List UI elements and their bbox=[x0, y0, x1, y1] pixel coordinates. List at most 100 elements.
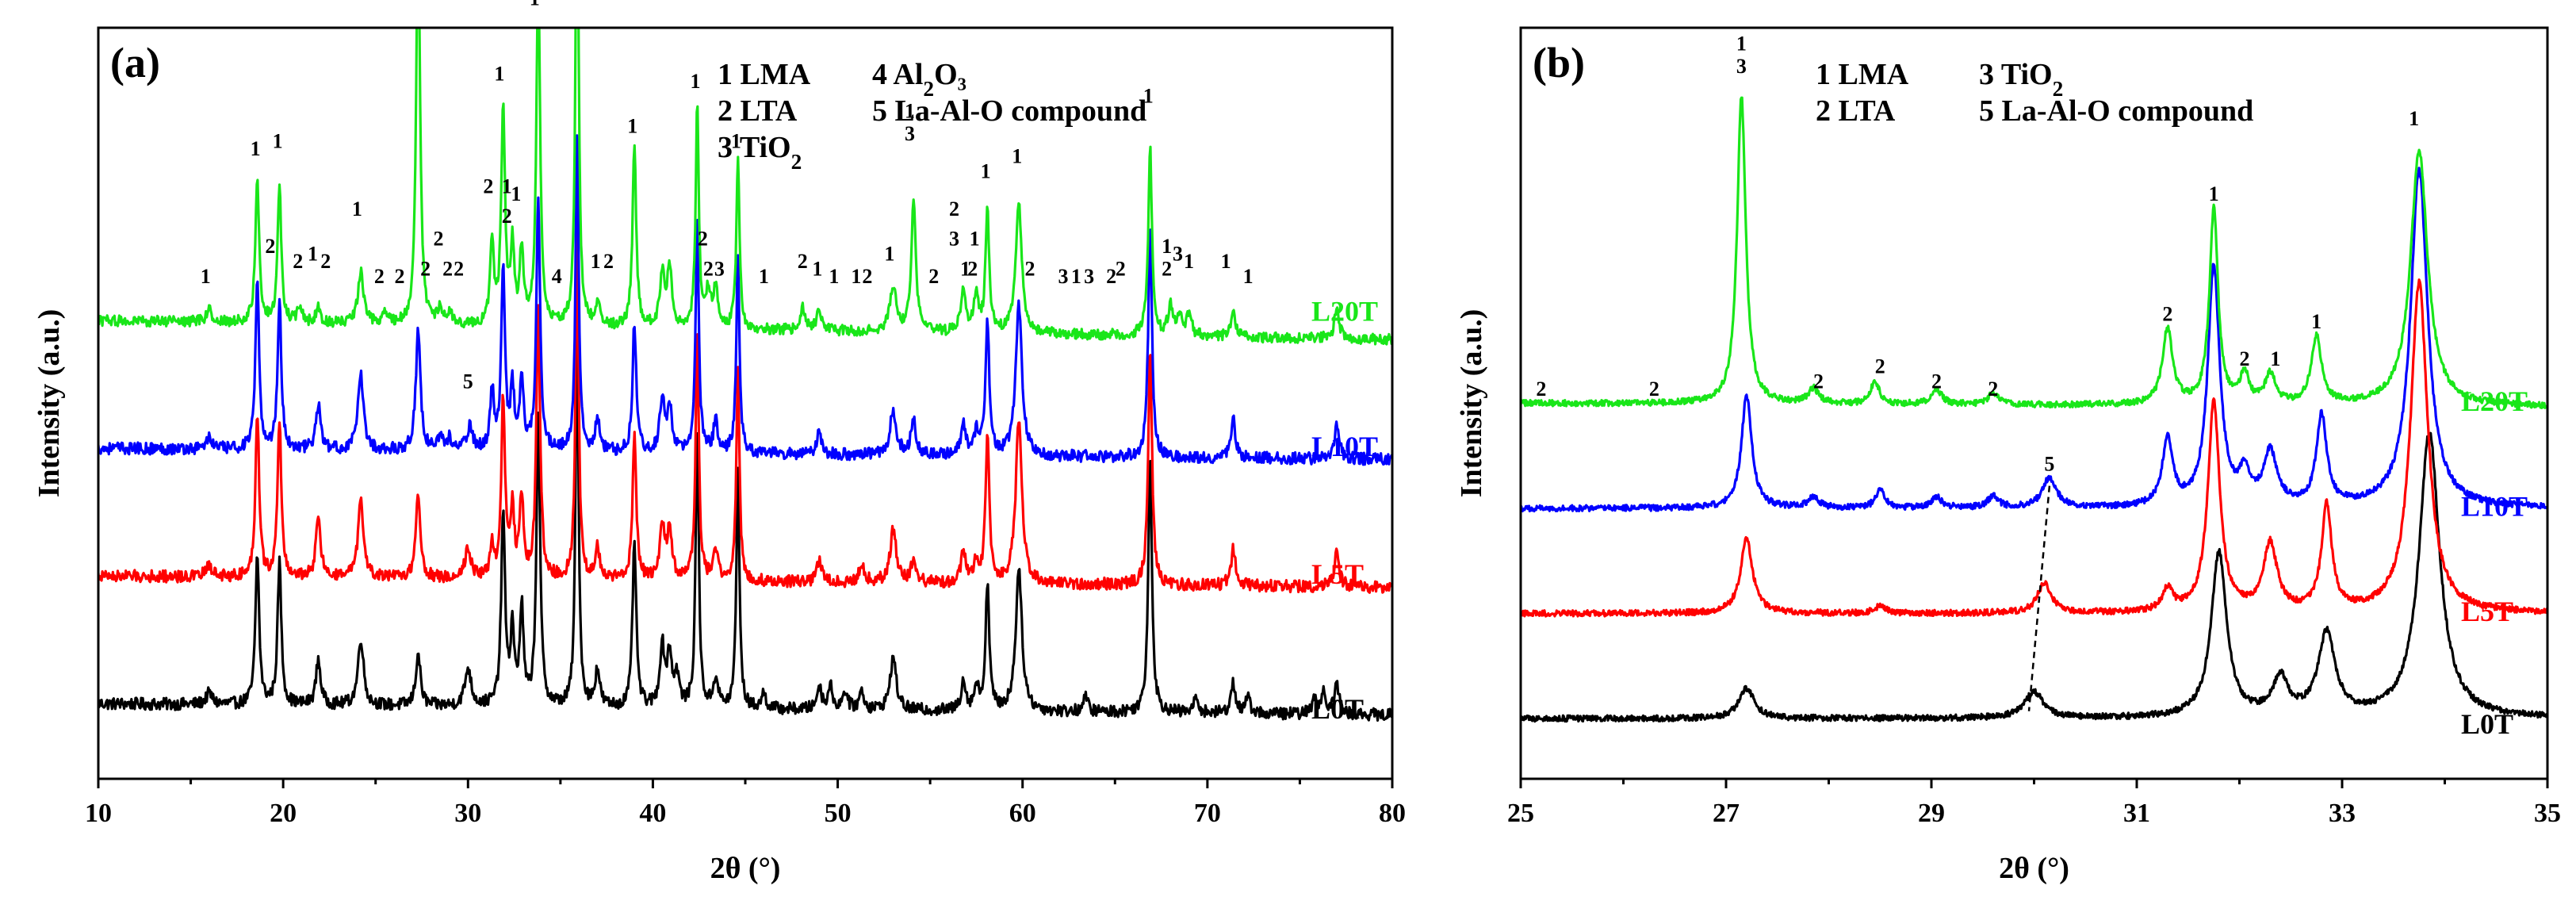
peak-label: 1 bbox=[812, 258, 822, 281]
peak-label: 1 bbox=[502, 174, 512, 197]
peak-label: 1 bbox=[2270, 347, 2280, 370]
peak-label: 1 bbox=[2311, 310, 2321, 333]
peak-label: 1 bbox=[308, 243, 318, 266]
series-line-L5T bbox=[1521, 278, 2547, 618]
series-label-L10T: L10T bbox=[1311, 431, 1378, 462]
series-label-L5T: L5T bbox=[1311, 558, 1364, 590]
peak-label: 2 bbox=[454, 258, 464, 281]
peak-label: 2 bbox=[420, 258, 431, 281]
peak-label: 1 bbox=[1071, 265, 1081, 288]
peak-label: 1 bbox=[2209, 182, 2219, 205]
x-tick-label: 35 bbox=[2534, 799, 2561, 828]
peak-label: 1 bbox=[1162, 235, 1172, 258]
peak-label: 1 bbox=[981, 159, 991, 182]
series-line-L20T bbox=[1521, 96, 2547, 409]
peak-label: 1 bbox=[960, 258, 970, 281]
peak-label: 2 bbox=[949, 197, 959, 220]
legend-entry: 5 La-Al-O compound bbox=[872, 94, 1146, 128]
peak-label: 1 bbox=[829, 265, 839, 288]
peak-label: 2 bbox=[320, 250, 331, 273]
peak-label: 2 bbox=[928, 265, 939, 288]
peak-label: 3 bbox=[1173, 243, 1183, 266]
peak-label: 3 bbox=[714, 258, 725, 281]
peak-label: 1 bbox=[201, 265, 211, 288]
x-tick-label: 60 bbox=[1009, 799, 1036, 828]
panel-label: (b) bbox=[1533, 39, 1585, 86]
peak-label: 2 bbox=[293, 250, 303, 273]
peak-label: 3 bbox=[1084, 265, 1094, 288]
peak-label: 2 bbox=[703, 258, 714, 281]
peak-label: 2 bbox=[862, 265, 872, 288]
peak-label: 2 bbox=[442, 258, 453, 281]
x-tick-label: 40 bbox=[639, 799, 666, 828]
x-tick-label: 80 bbox=[1379, 799, 1406, 828]
series-label-L0T: L0T bbox=[2461, 708, 2513, 740]
peak-label: 3 bbox=[1058, 265, 1069, 288]
peak-label: 2 bbox=[433, 228, 443, 251]
peak-label: 1 bbox=[1243, 265, 1254, 288]
peak-label: 1 bbox=[851, 265, 861, 288]
peak-label: 5 bbox=[463, 370, 473, 393]
series-line-L10T bbox=[1521, 167, 2547, 513]
peak-label: 2 bbox=[1649, 378, 1659, 401]
peak-label: 1 bbox=[1736, 32, 1747, 55]
peak-label: 2 bbox=[1106, 265, 1116, 288]
peak-label: 2 bbox=[265, 235, 275, 258]
series-label-L10T: L10T bbox=[2461, 491, 2528, 523]
y-axis-label: Intensity (a.u.) bbox=[33, 309, 66, 498]
peak-label: 5 bbox=[2044, 453, 2054, 476]
legend-entry: 3 TiO2 bbox=[718, 131, 802, 174]
legend-entry: 3 TiO2 bbox=[1979, 58, 2063, 101]
peak-label: 2 bbox=[483, 174, 493, 197]
peak-label: 1 bbox=[731, 130, 741, 153]
x-tick-label: 30 bbox=[454, 799, 481, 828]
x-tick-label: 33 bbox=[2329, 799, 2356, 828]
series-line-L5T bbox=[98, 224, 1392, 594]
panel-a: L0TL5TL10TL20T11122121221322222112111412… bbox=[33, 0, 1406, 885]
peak-label: 2 bbox=[1116, 258, 1126, 281]
y-axis-label: Intensity (a.u.) bbox=[1455, 309, 1488, 498]
legend-entry: 1 LMA bbox=[718, 58, 811, 91]
peak-label: 1 bbox=[273, 130, 283, 153]
series-line-L10T bbox=[98, 134, 1392, 466]
peak-label: 2 bbox=[1875, 355, 1885, 378]
peak-label: 2 bbox=[967, 258, 978, 281]
x-axis-label: 2θ (°) bbox=[710, 852, 781, 885]
peak-label: 2 bbox=[1988, 378, 1998, 401]
peak-label: 2 bbox=[798, 250, 808, 273]
series-line-L20T bbox=[98, 28, 1392, 346]
peak-label: 4 bbox=[552, 265, 562, 288]
peak-label: 2 bbox=[1025, 258, 1035, 281]
peak-label: 2 bbox=[2162, 302, 2172, 325]
peak-label: 3 bbox=[949, 228, 959, 251]
x-tick-label: 27 bbox=[1713, 799, 1740, 828]
x-tick-label: 50 bbox=[825, 799, 852, 828]
x-tick-label: 31 bbox=[2123, 799, 2150, 828]
x-tick-label: 25 bbox=[1507, 799, 1534, 828]
peak-label: 1 bbox=[1143, 85, 1154, 108]
peak-label: 1 bbox=[251, 137, 261, 160]
legend-entry: 2 LTA bbox=[718, 94, 798, 128]
series-line-L0T bbox=[1521, 431, 2547, 723]
peak-label: 2 bbox=[603, 250, 614, 273]
peak-label: 1 bbox=[352, 197, 362, 220]
peak-label: 1 bbox=[884, 243, 894, 266]
legend-entry: 4 Al2O₃ bbox=[872, 58, 966, 101]
x-tick-label: 10 bbox=[85, 799, 112, 828]
peak-label: 1 bbox=[494, 62, 504, 85]
peak-label: 1 bbox=[530, 0, 540, 10]
peak-label: 2 bbox=[698, 228, 708, 251]
peak-label: 1 bbox=[970, 228, 980, 251]
x-tick-label: 29 bbox=[1918, 799, 1945, 828]
peak-label: 3 bbox=[905, 122, 915, 145]
x-tick-label: 20 bbox=[270, 799, 297, 828]
legend-entry: 2 LTA bbox=[1816, 94, 1896, 128]
peak-label: 2 bbox=[2239, 347, 2249, 370]
peak-label: 1 bbox=[759, 265, 769, 288]
peak-label: 1 bbox=[1012, 144, 1022, 167]
panel-label: (a) bbox=[110, 39, 160, 86]
peak-label: 2 bbox=[1162, 258, 1172, 281]
peak-label: 1 bbox=[905, 100, 915, 123]
